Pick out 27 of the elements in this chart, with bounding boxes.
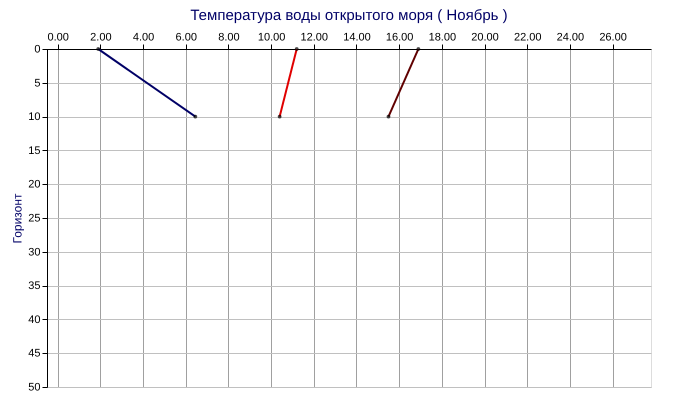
x-tick-label: 2.00 (90, 32, 112, 44)
y-tick-label: 0 (34, 44, 40, 56)
y-tick-label: 15 (28, 144, 40, 157)
chart-title: Температура воды открытого моря ( Ноябрь ) (190, 7, 508, 24)
y-tick-label: 45 (28, 348, 40, 360)
y-tick-label: 20 (28, 178, 40, 191)
x-tick-label: 16.00 (386, 32, 414, 44)
x-tick-label: 10.00 (258, 32, 286, 44)
y-axis-title: Горизонт (10, 193, 24, 244)
x-tick-label: 14.00 (343, 32, 371, 44)
y-tick-label: 10 (28, 111, 40, 124)
x-tick-label: 6.00 (176, 32, 197, 44)
x-tick-label: 22.00 (514, 32, 542, 44)
x-tick-label: 8.00 (218, 32, 240, 44)
y-tick-label: 25 (28, 212, 40, 224)
x-tick-label: 4.00 (132, 32, 154, 44)
y-tick-label: 50 (28, 382, 40, 394)
x-tick-label: 24.00 (556, 32, 584, 44)
y-tick-label: 35 (28, 280, 40, 292)
y-tick-label: 40 (28, 314, 40, 326)
x-tick-label: 20.00 (471, 32, 499, 44)
x-tick-label: 12.00 (300, 32, 328, 44)
x-tick-label: 18.00 (428, 32, 456, 44)
y-tick-label: 5 (34, 77, 40, 90)
x-tick-label: 0.00 (47, 32, 69, 44)
x-tick-label: 26.00 (599, 32, 627, 44)
y-tick-label: 30 (28, 246, 40, 258)
